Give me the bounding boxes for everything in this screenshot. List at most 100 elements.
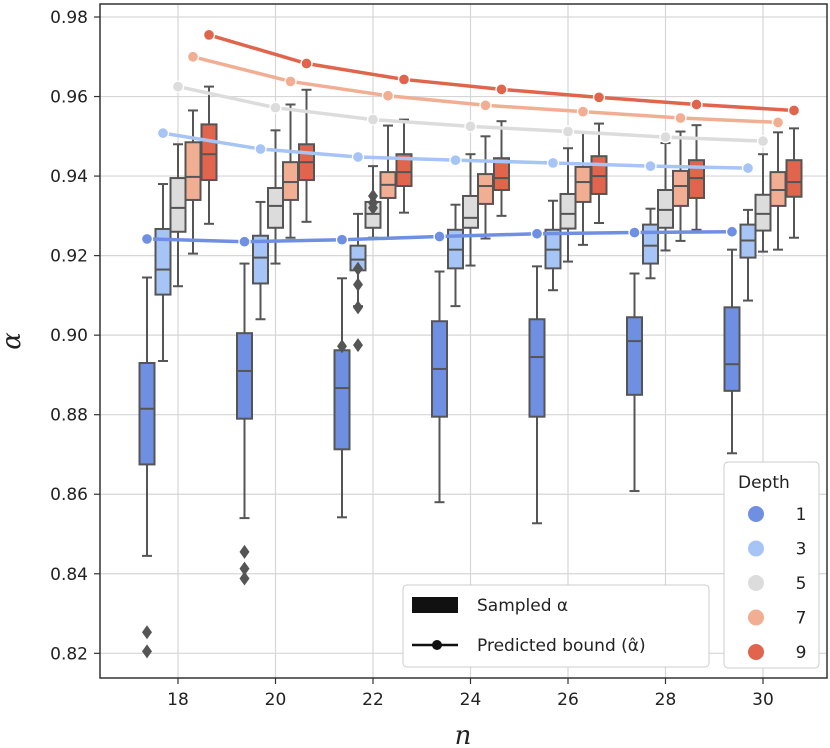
depth-legend-label: 7 — [796, 609, 807, 629]
x-tick-label: 22 — [362, 690, 384, 710]
y-tick-label: 0.82 — [50, 644, 88, 664]
sampled-legend-label: Sampled α — [477, 596, 568, 616]
outlier-marker — [368, 188, 378, 203]
box-depth-3-n-24 — [447, 203, 464, 308]
bound-series-depth-7 — [186, 50, 785, 129]
bound-point — [397, 73, 411, 86]
bound-point — [449, 154, 462, 167]
bound-point — [771, 116, 785, 129]
iqr-box — [252, 234, 269, 285]
box-depth-1-n-20 — [236, 262, 253, 586]
bound-point — [479, 99, 492, 112]
box-depth-3-n-28 — [642, 207, 659, 280]
bound-point — [546, 156, 560, 170]
bound-legend-dot — [432, 640, 442, 650]
y-tick-label: 0.98 — [50, 8, 88, 28]
box-depth-7-n-26 — [574, 131, 592, 246]
y-tick-label: 0.88 — [50, 406, 88, 426]
plot-frame — [99, 3, 828, 679]
box-depth-9-n-24 — [493, 120, 510, 217]
depth-legend-label: 1 — [796, 505, 807, 525]
iqr-box — [642, 223, 659, 265]
bound-point — [644, 159, 657, 173]
box-depth-9-n-30 — [785, 127, 803, 239]
y-tick-label: 0.86 — [50, 485, 88, 505]
x-tick-label: 24 — [460, 690, 482, 710]
y-tick-label: 0.94 — [50, 167, 88, 187]
iqr-box — [754, 193, 772, 232]
iqr-box — [785, 159, 803, 198]
outlier-marker — [368, 200, 378, 215]
box-depth-3-n-30 — [739, 208, 757, 302]
box-depth-3-n-22 — [349, 212, 367, 353]
box-depth-9-n-28 — [688, 124, 705, 231]
y-tick-label: 0.92 — [50, 247, 88, 267]
bound-point — [300, 57, 313, 70]
box-depth-3-n-20 — [252, 200, 269, 321]
bound-point — [433, 230, 446, 243]
box-depth-5-n-30 — [754, 153, 772, 253]
outlier-marker — [353, 277, 363, 292]
bound-point — [171, 80, 185, 93]
bound-line — [192, 55, 779, 125]
iqr-box — [200, 123, 218, 182]
x-axis-title: n — [455, 721, 472, 748]
depth-legend-title: Depth — [738, 473, 790, 493]
box-depth-1-n-28 — [626, 272, 643, 493]
bound-point — [787, 104, 801, 117]
box-depth-7-n-28 — [672, 130, 689, 242]
box-depth-1-n-18 — [138, 276, 156, 659]
depth-legend-marker — [748, 644, 764, 660]
box-depth-1-n-26 — [528, 265, 546, 525]
axis-ticks: 0.82 0.84 0.86 0.88 0.90 0.92 0.94 0.96 0.98 18 20… — [50, 8, 774, 710]
box-depth-7-n-24 — [477, 135, 494, 240]
iqr-box — [672, 169, 689, 207]
box-depth-7-n-30 — [769, 131, 787, 251]
bound-point — [269, 101, 282, 114]
bound-legend-label: Predicted bound (α̂) — [477, 636, 646, 656]
box-depth-5-n-20 — [267, 129, 284, 265]
box-depth-5-n-28 — [657, 142, 674, 252]
depth-legend-marker — [748, 609, 764, 626]
box-depth-1-n-24 — [431, 270, 448, 504]
iqr-box — [138, 361, 156, 466]
x-tick-label: 20 — [265, 690, 287, 710]
box-depth-5-n-22 — [364, 165, 382, 239]
depth-legend: Depth 1 3 5 7 9 — [723, 461, 820, 669]
y-tick-label: 0.90 — [50, 326, 88, 346]
iqr-box — [477, 173, 494, 205]
box-depth-9-n-26 — [590, 122, 608, 225]
outlier-marker — [142, 644, 152, 659]
depth-legend-marker — [748, 575, 764, 591]
iqr-box — [723, 306, 741, 392]
bound-line — [208, 33, 795, 113]
bound-point — [561, 125, 575, 138]
outlier-marker — [353, 261, 363, 276]
bound-point — [335, 233, 349, 246]
outlier-marker — [353, 300, 363, 315]
bound-point — [674, 111, 687, 125]
style-legend-frame — [402, 584, 710, 668]
iqr-box — [559, 192, 577, 230]
bound-point — [495, 83, 508, 96]
depth-legend-frame — [723, 461, 820, 669]
y-tick-label: 0.84 — [50, 565, 88, 585]
iqr-box — [395, 153, 413, 188]
outlier-marker — [142, 625, 152, 640]
x-tick-label: 30 — [752, 690, 774, 710]
y-tick-label: 0.96 — [50, 88, 88, 108]
sampled-legend-swatch — [412, 597, 458, 613]
bound-point — [576, 105, 590, 118]
box-depth-5-n-24 — [462, 153, 479, 267]
bound-series-depth-1 — [140, 225, 739, 248]
iqr-box — [333, 349, 351, 451]
bound-series-depth-3 — [156, 126, 755, 175]
bound-point — [284, 75, 297, 88]
bound-point — [351, 150, 365, 164]
bound-point — [464, 120, 477, 133]
iqr-box — [169, 177, 187, 233]
y-axis-title: α — [0, 332, 27, 350]
x-tick-label: 18 — [167, 690, 189, 710]
box-depth-1-n-22 — [333, 277, 351, 519]
iqr-box — [574, 165, 592, 203]
